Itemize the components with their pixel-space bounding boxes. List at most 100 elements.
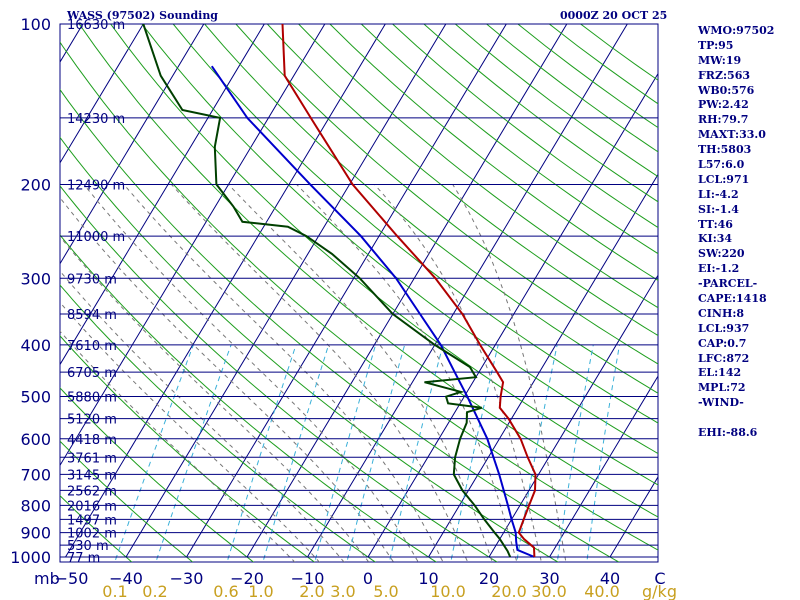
mixing-ratio-line [346,344,406,562]
mixing-ratio-line [114,344,194,562]
dry-adiabat-line [141,24,658,455]
isotherm-line [60,24,326,467]
sounding-parameter: WMO:97502 [698,24,775,37]
height-label: 1497 m [67,513,117,528]
pressure-tick-label: 400 [20,336,51,355]
sounding-parameter: L57:6.0 [698,158,745,172]
height-label: 77 m [67,551,100,566]
sounding-parameter: CINH:8 [698,306,745,320]
dry-adiabat-line [60,136,559,562]
dry-adiabat-line [60,284,377,562]
mixing-ratio-label: 3.0 [330,582,355,600]
parcel-trace [210,65,535,558]
mixing-ratio-label: 5.0 [373,582,398,600]
temperature-tick-label: 30 [539,569,559,588]
sounding-parameter: TP:95 [698,38,734,52]
dry-adiabat-line [329,24,658,281]
height-label: 2016 m [67,499,117,514]
temperature-tick-label: −30 [170,569,204,588]
height-label: 3145 m [67,468,117,483]
moist-adiabat-line [83,184,419,562]
isotherm-line [186,24,507,558]
mixing-ratio-line [388,344,444,562]
dry-adiabat-line [172,24,658,424]
mixing-ratio-label: 20.0 [491,582,527,600]
mixing-ratio-unit-label: g/kg [642,582,677,600]
pressure-tick-label: 1000 [10,548,51,567]
sounding-parameter: LI:-4.2 [698,187,739,201]
mixing-ratio-label: 0.2 [142,582,167,600]
sounding-parameter: TH:5803 [698,143,752,157]
sounding-parameter: SW:220 [698,247,745,261]
isotherm-line [60,24,144,164]
height-label: 530 m [67,539,109,554]
dry-adiabat-line [60,41,658,551]
temperature-tick-label: −50 [55,569,89,588]
temperature-tick-label: −10 [291,569,325,588]
moist-adiabat-line [60,301,320,562]
height-label: 6705 m [67,366,117,381]
temperature-tick-label: −40 [109,569,143,588]
dry-adiabat-line [266,24,658,337]
grid-layer [0,24,658,562]
height-label: 14230 m [67,112,125,127]
sounding-parameters-list: WMO:97502 TP:95 MW:19 FRZ:563 WB0:576 PW:2.42… [698,24,774,441]
chart-title: WASS (97502) Sounding [67,9,219,22]
isotherm-line [0,24,22,557]
sounding-parameter: KI:34 [698,232,733,246]
mixing-ratio-label: 0.6 [213,582,238,600]
dry-adiabat-line [298,24,658,309]
isotherm-line [246,24,568,558]
sounding-parameter: EL:142 [698,366,742,380]
sounding-parameter: LFC:872 [698,351,750,365]
height-label: 11000 m [67,230,125,245]
mixing-ratio-line [262,344,330,562]
isotherm-line [60,24,265,366]
sounding-parameter: TT:46 [698,217,733,231]
sounding-parameter: MW:19 [698,53,742,67]
temperature-range-label: C [654,569,665,588]
temperature-tick-label: −20 [230,569,264,588]
dry-adiabat-line [60,387,255,562]
plot-area [59,23,659,563]
sounding-parameter: EHI:-88.6 [698,426,758,440]
profile-layer [142,24,537,558]
sounding-parameter: WB0:576 [698,83,755,97]
sounding-parameter: CAPE:1418 [698,292,767,306]
height-label: 5120 m [67,413,117,428]
sounding-parameter: FRZ:563 [698,68,751,82]
temperature-tick-label: 40 [600,569,620,588]
mixing-ratio-label: 0.1 [102,582,127,600]
pressure-tick-label: 900 [20,524,51,543]
height-label: 1002 m [67,527,117,542]
dry-adiabat-line [110,24,658,486]
sounding-parameter: LCL:971 [698,172,750,186]
moist-adiabat-line [60,235,370,562]
sounding-parameter [698,411,774,426]
temperature-tick-label: 20 [479,569,499,588]
pressure-unit-label: mb [34,569,60,588]
pressure-tick-label: 700 [20,465,51,484]
dry-adiabat-line [235,24,658,365]
moist-adiabat-line [228,184,493,562]
dry-adiabat-line [360,24,658,255]
mixing-ratio-line [450,344,499,562]
dry-adiabat-line [60,185,498,562]
height-label: 7610 m [67,339,117,354]
height-label: 12490 m [67,178,125,193]
chart-datetime: 0000Z 20 OCT 25 [560,9,668,22]
moist-adiabat-line [452,184,567,562]
dry-adiabat-line [60,440,194,562]
sounding-parameter: PW:2.42 [698,98,749,112]
isotherm-line [367,72,658,558]
mixing-ratio-line [314,344,377,562]
isotherm-line [60,24,205,265]
temperature-tick-label: 0 [363,569,373,588]
isotherm-line [488,274,658,558]
isotherm-line [65,24,386,558]
isotherm-line [549,375,658,558]
temperature-trace [281,24,537,558]
mixing-ratio-label: 30.0 [531,582,567,600]
pressure-tick-label: 800 [20,496,51,515]
